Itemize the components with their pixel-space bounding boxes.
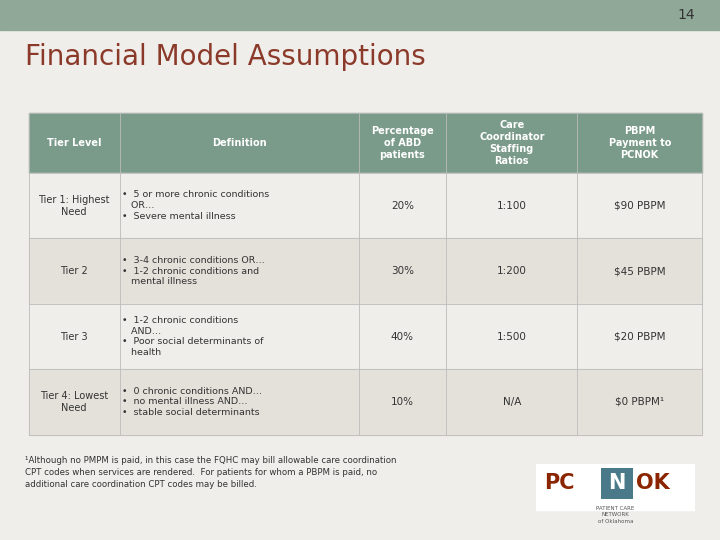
Text: Tier 3: Tier 3 — [60, 332, 88, 341]
Text: ¹Although no PMPM is paid, in this case the FQHC may bill allowable care coordin: ¹Although no PMPM is paid, in this case … — [25, 456, 397, 489]
Text: $90 PBPM: $90 PBPM — [614, 200, 665, 211]
Text: •  0 chronic conditions AND…
•  no mental illness AND…
•  stable social determin: • 0 chronic conditions AND… • no mental … — [122, 387, 262, 417]
Text: 20%: 20% — [391, 200, 414, 211]
Text: 14: 14 — [678, 8, 695, 22]
Text: Tier 1: Highest
Need: Tier 1: Highest Need — [38, 194, 110, 217]
Text: $0 PBPM¹: $0 PBPM¹ — [615, 397, 665, 407]
Text: PBPM
Payment to
PCNOK: PBPM Payment to PCNOK — [608, 126, 671, 160]
Text: 10%: 10% — [391, 397, 414, 407]
Text: •  5 or more chronic conditions
   OR…
•  Severe mental illness: • 5 or more chronic conditions OR… • Sev… — [122, 190, 269, 221]
Text: 1:100: 1:100 — [497, 200, 527, 211]
Text: 40%: 40% — [391, 332, 414, 341]
Text: 1:500: 1:500 — [497, 332, 527, 341]
Text: 30%: 30% — [391, 266, 414, 276]
Text: N/A: N/A — [503, 397, 521, 407]
Text: PATIENT CARE
NETWORK
of Oklahoma: PATIENT CARE NETWORK of Oklahoma — [596, 506, 635, 524]
Text: Financial Model Assumptions: Financial Model Assumptions — [25, 43, 426, 71]
Text: •  3-4 chronic conditions OR…
•  1-2 chronic conditions and
   mental illness: • 3-4 chronic conditions OR… • 1-2 chron… — [122, 256, 265, 286]
Text: Tier 4: Lowest
Need: Tier 4: Lowest Need — [40, 391, 109, 413]
Text: PC: PC — [544, 472, 575, 492]
Text: •  1-2 chronic conditions
   AND…
•  Poor social determinants of
   health: • 1-2 chronic conditions AND… • Poor soc… — [122, 316, 264, 357]
Text: N: N — [608, 472, 626, 492]
Text: Definition: Definition — [212, 138, 266, 148]
Text: Care
Coordinator
Staffing
Ratios: Care Coordinator Staffing Ratios — [479, 120, 544, 166]
Text: Tier 2: Tier 2 — [60, 266, 88, 276]
FancyBboxPatch shape — [601, 468, 633, 499]
Text: Tier Level: Tier Level — [47, 138, 102, 148]
Bar — [536, 464, 695, 510]
Text: Percentage
of ABD
patients: Percentage of ABD patients — [371, 126, 434, 160]
Text: OK: OK — [636, 472, 670, 492]
Text: $45 PBPM: $45 PBPM — [614, 266, 665, 276]
Text: 1:200: 1:200 — [497, 266, 527, 276]
Text: $20 PBPM: $20 PBPM — [614, 332, 665, 341]
